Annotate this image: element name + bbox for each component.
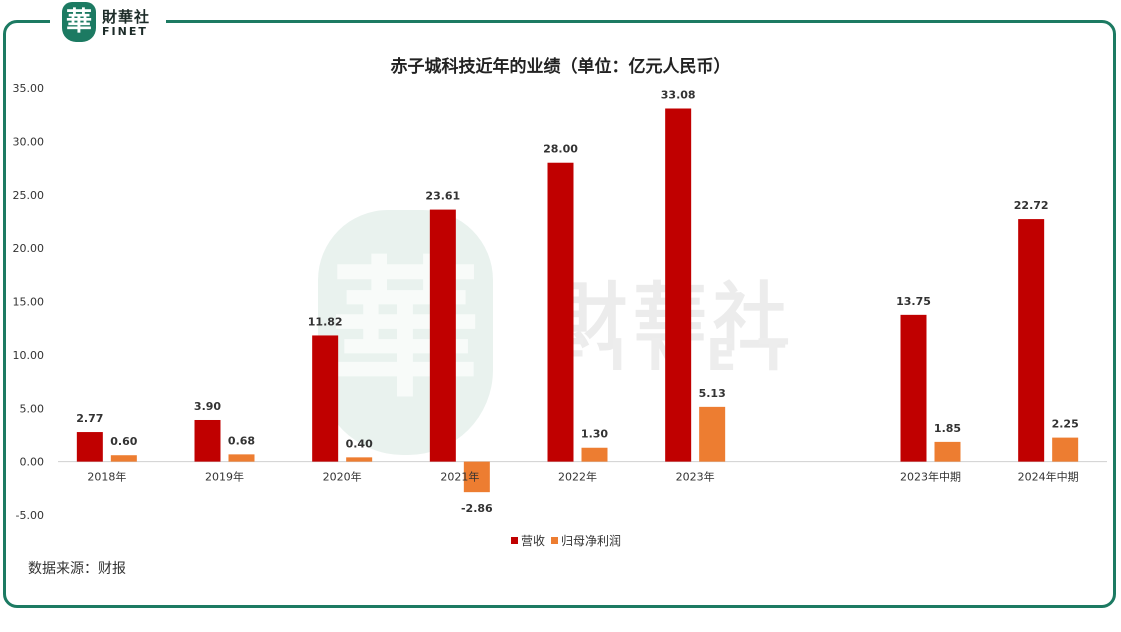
x-tick-label: 2024年中期 xyxy=(1018,470,1079,484)
data-label: 1.30 xyxy=(581,428,608,441)
y-tick-label: -5.00 xyxy=(16,509,44,522)
x-tick-label: 2020年 xyxy=(323,470,362,484)
bar-profit xyxy=(110,455,137,462)
data-label: 13.75 xyxy=(896,295,931,308)
y-tick-label: 15.00 xyxy=(13,296,45,309)
bar-profit xyxy=(934,441,961,462)
y-tick-label: 25.00 xyxy=(13,189,45,202)
data-label: 2.25 xyxy=(1052,418,1079,431)
logo-name-en: FINET xyxy=(102,25,148,38)
bar-revenue xyxy=(900,314,927,462)
bar-revenue xyxy=(312,335,339,462)
bar-profit xyxy=(699,406,726,462)
data-label: 33.08 xyxy=(661,88,696,101)
bar-revenue xyxy=(1018,219,1045,462)
data-label: 5.13 xyxy=(699,387,726,400)
bar-revenue xyxy=(194,419,221,462)
data-label: 1.85 xyxy=(934,422,961,435)
bar-profit xyxy=(346,457,373,462)
y-tick-label: 20.00 xyxy=(13,242,45,255)
bar-profit xyxy=(581,447,608,462)
logo-badge-icon: 華 xyxy=(62,2,96,42)
logo-name-cn: 財華社 xyxy=(102,8,151,26)
data-label: 0.68 xyxy=(228,434,255,447)
x-tick-label: 2019年 xyxy=(205,470,244,484)
bar-revenue xyxy=(547,162,574,462)
data-label: 23.61 xyxy=(425,190,460,203)
y-tick-label: 10.00 xyxy=(13,349,45,362)
legend-label: 营收 xyxy=(521,534,545,548)
data-label: 28.00 xyxy=(543,143,578,156)
source-note: 数据来源：财报 xyxy=(28,561,126,577)
finet-logo: 華 財華社 FINET xyxy=(50,0,166,46)
x-tick-label: 2023年中期 xyxy=(900,470,961,484)
bar-revenue xyxy=(665,108,692,462)
legend-label: 归母净利润 xyxy=(561,534,621,548)
bar-profit xyxy=(228,454,255,462)
data-label: -2.86 xyxy=(461,502,493,515)
bar-profit xyxy=(463,461,490,493)
bar-revenue xyxy=(76,432,103,462)
x-tick-label: 2018年 xyxy=(87,470,126,484)
data-label: 3.90 xyxy=(194,400,221,413)
data-label: 11.82 xyxy=(308,315,343,328)
data-label: 0.40 xyxy=(346,437,373,450)
data-label: 0.60 xyxy=(110,435,137,448)
y-tick-label: 35.00 xyxy=(13,82,45,95)
x-tick-label: 2021年 xyxy=(440,470,479,484)
chart-title: 赤子城科技近年的业绩（单位：亿元人民币） xyxy=(390,57,731,77)
bar-profit xyxy=(1052,437,1079,462)
y-tick-label: 5.00 xyxy=(20,402,45,415)
data-label: 2.77 xyxy=(76,412,103,425)
legend-swatch xyxy=(511,537,518,544)
x-tick-label: 2023年 xyxy=(676,470,715,484)
y-tick-label: 0.00 xyxy=(20,456,45,469)
y-tick-label: 30.00 xyxy=(13,135,45,148)
legend-swatch xyxy=(551,537,558,544)
data-label: 22.72 xyxy=(1014,199,1049,212)
bar-revenue xyxy=(429,209,456,462)
x-tick-label: 2022年 xyxy=(558,470,597,484)
